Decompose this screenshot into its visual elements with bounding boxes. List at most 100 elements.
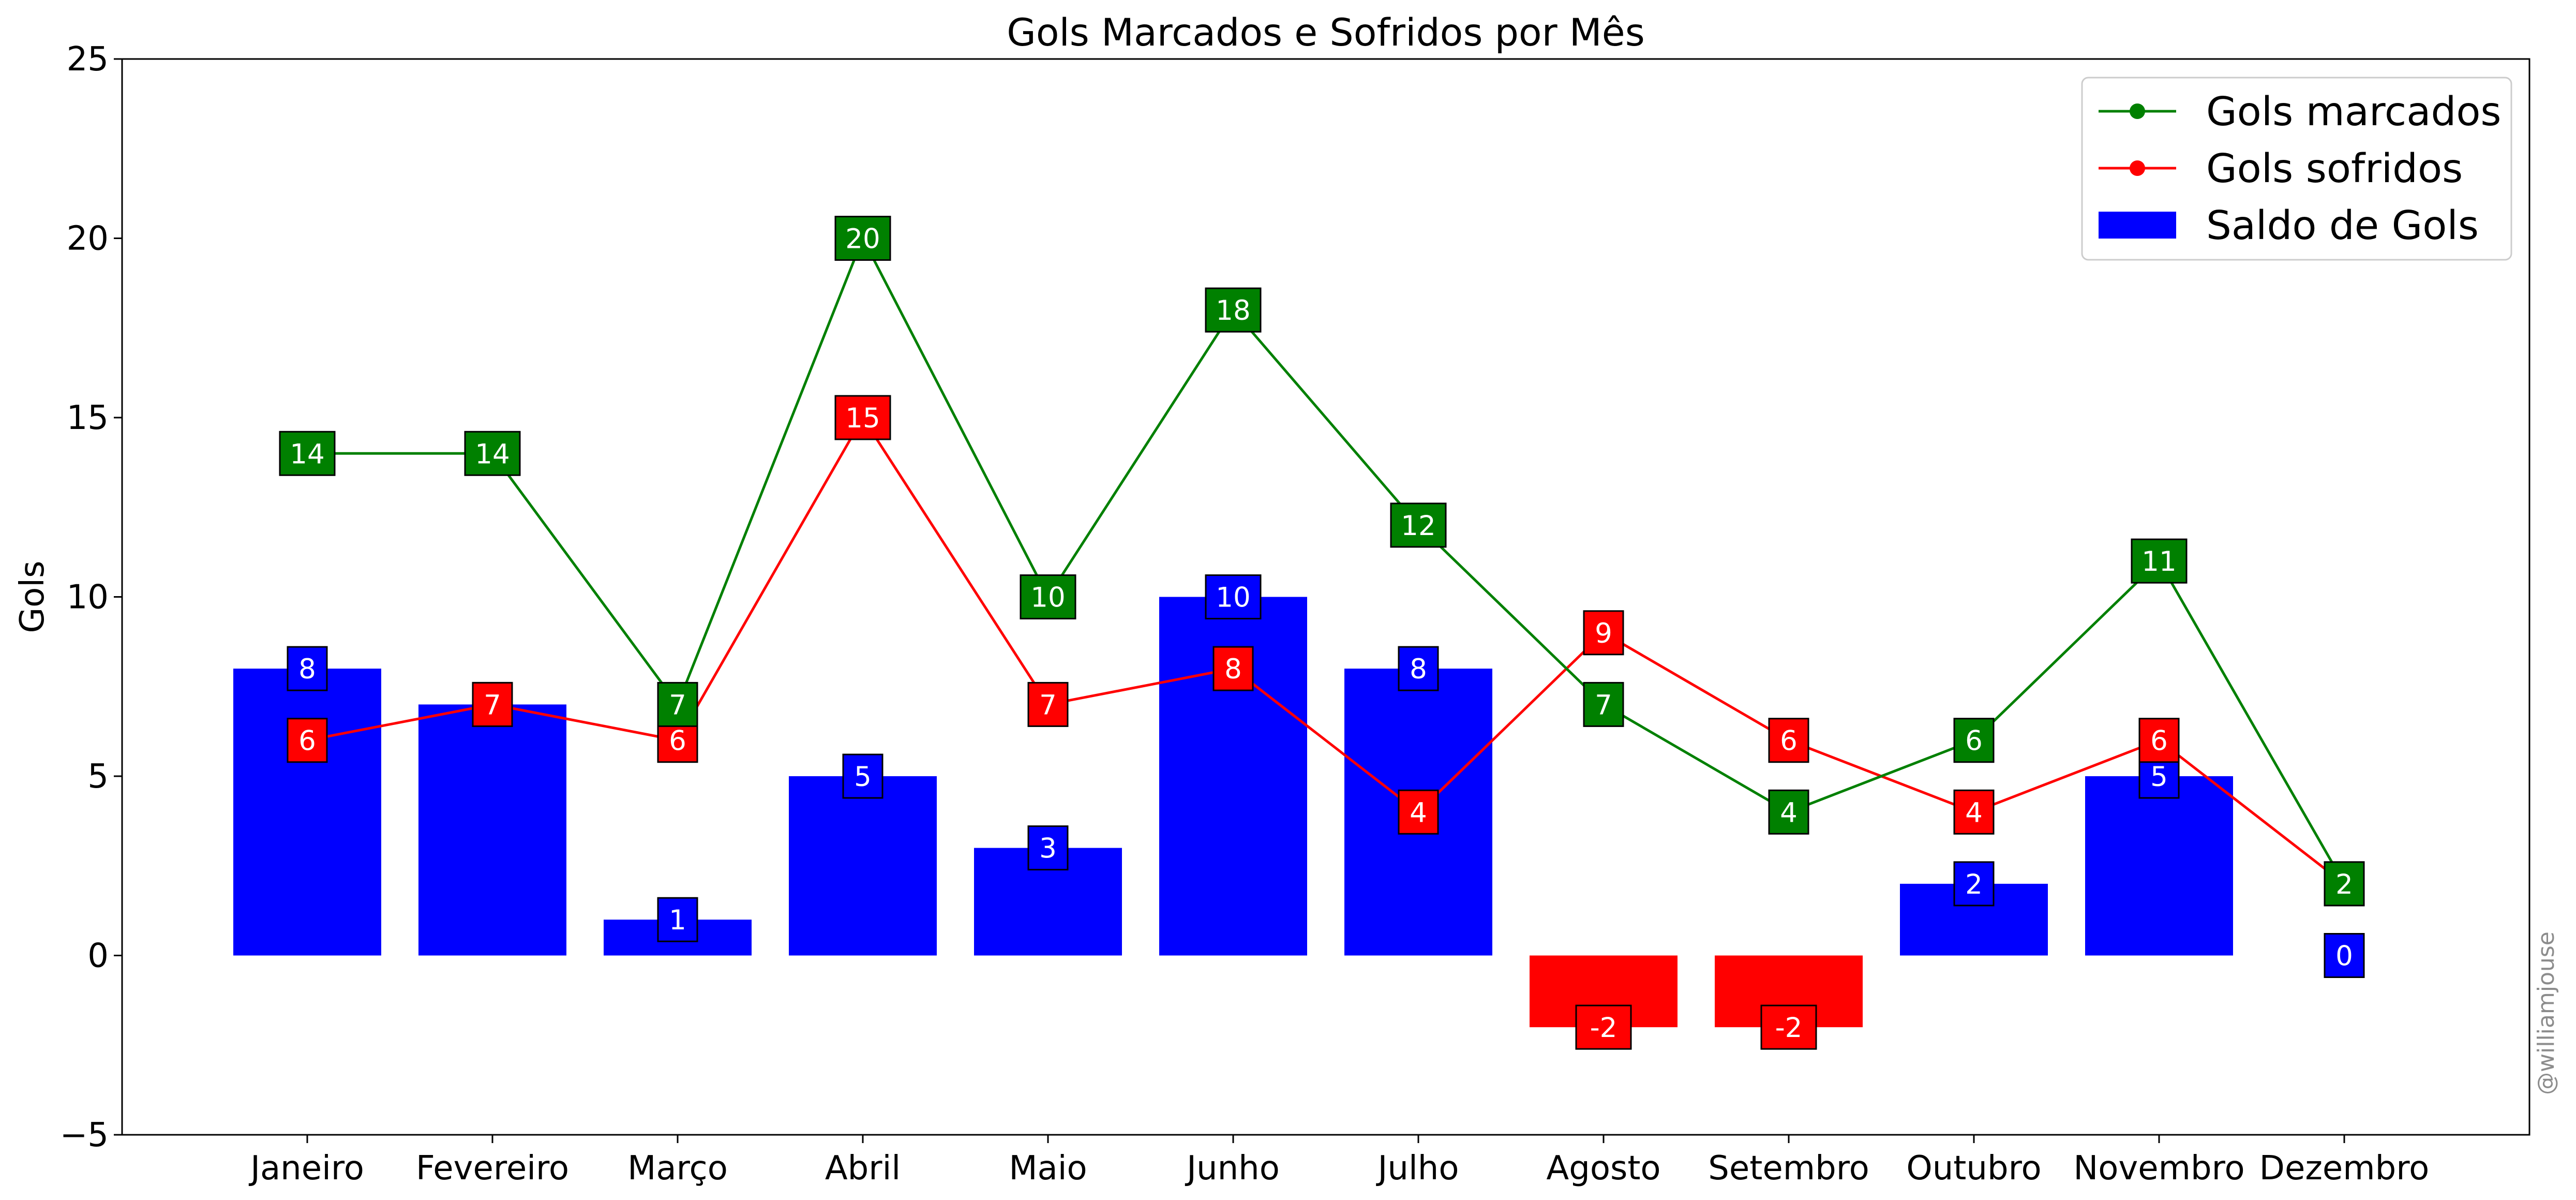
label-marcados-box bbox=[1020, 574, 1076, 619]
label-marcados-box bbox=[1768, 789, 1809, 835]
label-saldo-box bbox=[1027, 825, 1069, 871]
chart-title: Gols Marcados e Sofridos por Mês bbox=[1007, 11, 1644, 55]
label-saldo-box bbox=[842, 753, 883, 799]
label-saldo: 10 bbox=[1205, 574, 1262, 619]
label-sofridos: 15 bbox=[834, 395, 891, 440]
y-tick-label: 10 bbox=[67, 579, 109, 617]
y-tick-label: 25 bbox=[67, 40, 109, 79]
x-tick-label: Março bbox=[627, 1149, 728, 1188]
y-axis: −5 0 5 10 15 20 25 bbox=[60, 40, 122, 1154]
label-saldo-box bbox=[2324, 933, 2365, 978]
label-saldo: 1 bbox=[657, 897, 698, 942]
label-marcados-text: 2 bbox=[2335, 869, 2353, 900]
x-tick-label: Outubro bbox=[1906, 1149, 2041, 1188]
x-tick-label: Junho bbox=[1185, 1149, 1280, 1188]
x-tick-label: Abril bbox=[825, 1149, 901, 1188]
label-marcados: 7 bbox=[1583, 682, 1624, 727]
legend-item: Gols marcados bbox=[2099, 89, 2502, 135]
label-saldo-box bbox=[1575, 1004, 1632, 1050]
label-marcados-text: 7 bbox=[669, 689, 686, 721]
label-marcados-text: 7 bbox=[1595, 689, 1612, 721]
label-sofridos: 6 bbox=[287, 718, 328, 763]
label-saldo: 2 bbox=[1953, 861, 1995, 907]
label-marcados-text: 4 bbox=[1780, 797, 1798, 828]
label-marcados: 10 bbox=[1020, 574, 1076, 619]
x-axis: Janeiro Fevereiro Março Abril Maio Junho Julho… bbox=[248, 1135, 2429, 1188]
label-sofridos-box bbox=[1583, 610, 1624, 656]
label-saldo-text: 10 bbox=[1216, 582, 1250, 614]
legend-marker bbox=[2130, 103, 2145, 119]
bar-janeiro bbox=[233, 669, 381, 956]
x-tick-label: Fevereiro bbox=[416, 1149, 569, 1188]
label-marcados: 14 bbox=[279, 431, 336, 476]
label-saldo-text: 8 bbox=[1410, 654, 1427, 685]
label-sofridos: 7 bbox=[1027, 682, 1069, 727]
label-marcados-text: 18 bbox=[1216, 295, 1250, 327]
x-tick-label: Julho bbox=[1376, 1149, 1459, 1188]
bar-abril bbox=[789, 776, 937, 956]
label-saldo-text: 2 bbox=[1965, 869, 1983, 900]
label-saldo-box bbox=[1760, 1004, 1817, 1050]
label-marcados-text: 11 bbox=[2141, 546, 2176, 577]
label-sofridos-text: 15 bbox=[845, 403, 880, 434]
x-tick-label: Novembro bbox=[2073, 1149, 2244, 1188]
label-marcados-box bbox=[1953, 718, 1995, 763]
label-sofridos-box bbox=[1768, 718, 1809, 763]
label-saldo: -2 bbox=[1575, 1004, 1632, 1050]
label-saldo: 8 bbox=[1398, 646, 1439, 691]
label-saldo-box bbox=[1205, 574, 1262, 619]
line-gols-marcados bbox=[307, 235, 2346, 885]
label-saldo-box bbox=[1398, 646, 1439, 691]
x-tick-label: Maio bbox=[1009, 1149, 1087, 1188]
label-sofridos-text: 9 bbox=[1595, 618, 1612, 649]
label-marcados-text: 12 bbox=[1401, 510, 1435, 542]
label-marcados: 20 bbox=[834, 216, 891, 261]
label-marcados-box bbox=[1390, 502, 1447, 548]
label-saldo: 8 bbox=[287, 646, 328, 691]
label-saldo: 5 bbox=[842, 753, 883, 799]
label-saldo-text: 5 bbox=[2150, 761, 2168, 793]
label-saldo-text: 3 bbox=[1039, 833, 1057, 865]
legend-box bbox=[2081, 77, 2512, 261]
y-tick-label: −5 bbox=[60, 1116, 109, 1154]
label-sofridos-text: 6 bbox=[669, 725, 686, 757]
label-marcados-text: 14 bbox=[475, 438, 510, 470]
bar-fevereiro bbox=[418, 704, 566, 956]
y-tick-label: 5 bbox=[87, 758, 109, 796]
legend-label: Gols marcados bbox=[2206, 89, 2502, 135]
label-sofridos-box bbox=[1212, 646, 1254, 691]
label-marcados-box bbox=[834, 216, 891, 261]
label-marcados-box bbox=[1583, 682, 1624, 727]
label-sofridos: 4 bbox=[1398, 789, 1439, 835]
label-sofridos-box bbox=[1027, 682, 1069, 727]
label-sofridos-text: 4 bbox=[1410, 797, 1427, 828]
legend-item: Saldo de Gols bbox=[2099, 203, 2479, 249]
label-saldo-text: -2 bbox=[1590, 1012, 1618, 1044]
legend-label: Saldo de Gols bbox=[2206, 203, 2479, 249]
label-sofridos-box bbox=[472, 682, 513, 727]
legend: Gols marcados Gols sofridos Saldo de Gols bbox=[2081, 77, 2512, 261]
label-saldo: 0 bbox=[2324, 933, 2365, 978]
label-sofridos-text: 6 bbox=[298, 725, 316, 757]
label-marcados: 18 bbox=[1205, 287, 1262, 333]
label-marcados-box bbox=[2131, 538, 2188, 584]
legend-bar-swatch bbox=[2099, 212, 2176, 239]
label-sofridos: 9 bbox=[1583, 610, 1624, 656]
label-sofridos-box bbox=[1398, 789, 1439, 835]
bars-layer bbox=[233, 597, 2233, 1028]
label-sofridos: 6 bbox=[1768, 718, 1809, 763]
legend-label: Gols sofridos bbox=[2206, 146, 2463, 192]
label-marcados: 6 bbox=[1953, 718, 1995, 763]
label-marcados-text: 10 bbox=[1030, 582, 1065, 614]
x-tick-label: Janeiro bbox=[248, 1149, 364, 1188]
label-marcados: 12 bbox=[1390, 502, 1447, 548]
label-marcados-box bbox=[464, 431, 521, 476]
label-sofridos: 8 bbox=[1212, 646, 1254, 691]
y-tick-label: 0 bbox=[87, 937, 109, 975]
label-marcados: 4 bbox=[1768, 789, 1809, 835]
legend-marker bbox=[2130, 160, 2145, 176]
label-marcados-box bbox=[657, 682, 698, 727]
label-saldo-box bbox=[657, 897, 698, 942]
label-sofridos-text: 4 bbox=[1965, 797, 1983, 828]
labels-layer: 87153108-2-22506761578496462141472010181… bbox=[279, 216, 2365, 1050]
